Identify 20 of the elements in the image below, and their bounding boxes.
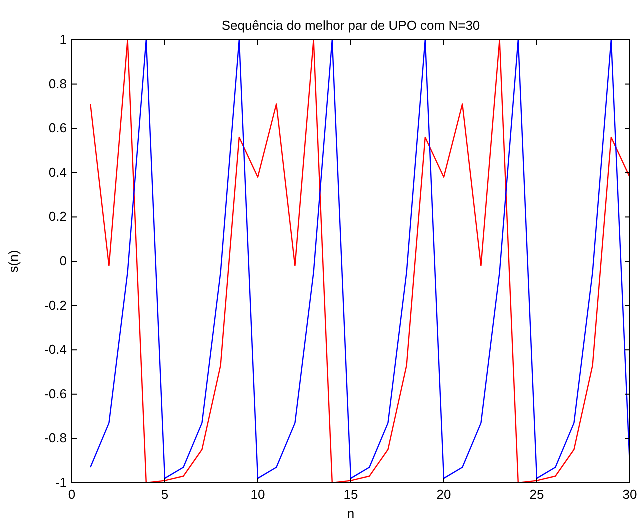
y-tick-label: -0.2 bbox=[44, 298, 67, 313]
y-tick-label: 0.6 bbox=[48, 120, 67, 136]
chart-title: Sequência do melhor par de UPO com N=30 bbox=[222, 18, 480, 33]
y-axis-title: s(n) bbox=[6, 250, 21, 273]
y-tick-label: 0.4 bbox=[48, 164, 67, 180]
y-tick-label: 0.8 bbox=[48, 76, 67, 92]
y-tick-label: 0.2 bbox=[48, 209, 67, 224]
y-tick-label: -1 bbox=[55, 475, 67, 490]
y-tick-label: -0.4 bbox=[44, 342, 67, 358]
x-tick-label: 30 bbox=[622, 487, 638, 502]
x-tick-label: 25 bbox=[530, 487, 544, 502]
x-tick-label: 15 bbox=[344, 487, 358, 502]
y-tick-label: 0 bbox=[60, 254, 67, 268]
y-tick-label: -0.6 bbox=[44, 386, 67, 402]
y-tick-label: -0.8 bbox=[44, 430, 67, 446]
y-tick-label: 1 bbox=[60, 32, 67, 47]
x-tick-label: 10 bbox=[250, 487, 266, 502]
x-tick-label: 5 bbox=[161, 487, 169, 502]
x-axis-title: n bbox=[347, 506, 355, 521]
x-tick-label: 20 bbox=[436, 487, 452, 502]
